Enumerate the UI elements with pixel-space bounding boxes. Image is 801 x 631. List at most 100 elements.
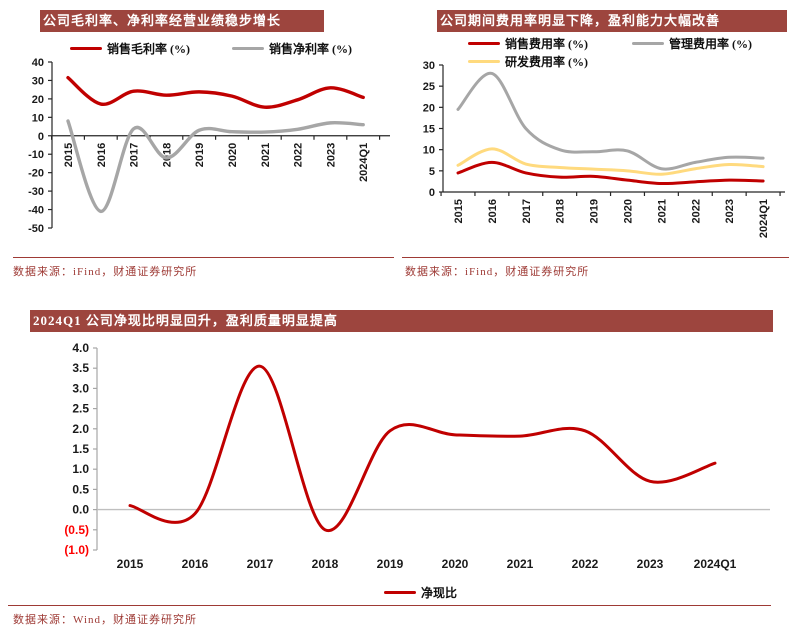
x-tick-label: 2022	[572, 557, 599, 571]
legend-label: 销售净利率 (%)	[269, 42, 352, 56]
x-tick-label: 2022	[293, 143, 305, 167]
y-tick-label: -10	[28, 149, 44, 161]
series-line-2	[456, 147, 765, 176]
legend-item-0: 销售毛利率 (%)	[70, 40, 190, 57]
source-divider	[8, 605, 771, 606]
x-tick-label: 2023	[637, 557, 664, 571]
y-tick-label: -20	[28, 168, 44, 180]
x-tick-label: 2016	[182, 557, 209, 571]
legend: 销售费用率 (%) 管理费用率 (%) 研发费用率 (%)	[468, 35, 752, 70]
x-tick-label: 2019	[377, 557, 404, 571]
x-tick-label: 2018	[161, 143, 173, 167]
legend: 销售毛利率 (%) 销售净利率 (%)	[70, 40, 352, 57]
x-tick-label: 2015	[63, 143, 75, 167]
x-tick-label: 2020	[623, 199, 635, 223]
legend-swatch-icon	[383, 591, 416, 594]
x-tick-label: 2020	[442, 557, 469, 571]
x-tick-label: 2020	[227, 143, 239, 167]
x-tick-label: 2024Q1	[758, 199, 770, 238]
x-tick-label: 2021	[656, 199, 668, 223]
y-tick-label: 2.0	[72, 422, 89, 436]
y-tick-label: (1.0)	[64, 543, 89, 557]
legend-item-1: 销售净利率 (%)	[232, 40, 352, 57]
series-line-0	[66, 75, 365, 109]
figure-title: 公司毛利率、净利率经营业绩稳步增长	[40, 10, 324, 32]
series-line-0	[128, 364, 717, 532]
y-tick-label: 20	[32, 94, 44, 106]
y-tick-label: -50	[28, 223, 44, 235]
y-tick-label: 15	[423, 124, 435, 136]
cash-ratio-line-chart: 4.0 3.5 3.0 2.5 2.0 1.5 1.0 0.5 0.0 (0.5) (1.0) 201…	[64, 341, 770, 571]
legend-item-1: 管理费用率 (%)	[632, 35, 752, 52]
y-tick-label: 10	[423, 145, 435, 157]
legend-item-0: 净现比	[383, 584, 457, 601]
data-source: 数据来源：iFind，财通证券研究所	[405, 266, 590, 278]
y-tick-label: 5	[429, 166, 435, 178]
legend-swatch-icon	[468, 60, 500, 63]
y-tick-label: 0	[38, 131, 44, 143]
legend-label: 研发费用率 (%)	[505, 55, 588, 69]
legend-swatch-icon	[632, 42, 664, 45]
y-tick-label: 20	[423, 102, 435, 114]
x-tick-label: 2019	[589, 199, 601, 223]
x-tick-label: 2021	[507, 557, 534, 571]
x-tick-label: 2015	[453, 199, 465, 223]
y-tick-label: 3.0	[72, 381, 89, 395]
x-tick-label: 2023	[724, 199, 736, 223]
data-source: 数据来源：iFind，财通证券研究所	[13, 266, 198, 278]
figure-cash-ratio: 2024Q1 公司净现比明显回升，盈利质量明显提高 4.0 3.5 3.0 2.5 2.…	[8, 308, 793, 628]
data-source: 数据来源：Wind，财通证券研究所	[13, 614, 197, 626]
x-tick-label: 2018	[312, 557, 339, 571]
series-line-1	[66, 119, 365, 214]
x-tick-label: 2023	[325, 143, 337, 167]
margin-line-chart: 40 30 20 10 0 -10 -20 -30 -40 -50 2015 2016 2017 2018…	[28, 57, 390, 235]
legend-label: 销售费用率 (%)	[505, 37, 588, 51]
x-tick-label: 2019	[194, 143, 206, 167]
legend: 净现比	[8, 584, 793, 601]
y-tick-label: 40	[32, 57, 44, 69]
legend-item-2: 研发费用率 (%)	[468, 53, 632, 70]
legend-item-0: 销售费用率 (%)	[468, 35, 632, 52]
y-tick-label: 0	[429, 187, 435, 199]
x-tick-label: 2016	[96, 143, 108, 167]
x-tick-label: 2015	[117, 557, 144, 571]
y-tick-label: 2.5	[72, 402, 89, 416]
y-tick-label: -40	[28, 205, 44, 217]
series-line-0	[456, 160, 765, 186]
y-tick-label: 3.5	[72, 361, 89, 375]
legend-label: 管理费用率 (%)	[669, 37, 752, 51]
source-divider	[13, 257, 394, 258]
x-tick-label: 2016	[487, 199, 499, 223]
y-tick-label: 0.5	[72, 482, 89, 496]
figure-margin-trends: 公司毛利率、净利率经营业绩稳步增长 销售毛利率 (%) 销售净利率 (%) 40 3…	[8, 8, 398, 300]
x-tick-label: 2017	[521, 199, 533, 223]
source-divider	[402, 257, 789, 258]
legend-label: 销售毛利率 (%)	[107, 42, 190, 56]
x-tick-label: 2024Q1	[358, 143, 370, 182]
x-tick-label: 2018	[555, 199, 567, 223]
x-tick-label: 2017	[247, 557, 274, 571]
legend-label: 净现比	[420, 586, 457, 600]
figure-title: 公司期间费用率明显下降，盈利能力大幅改善	[437, 10, 787, 32]
y-tick-label: 0.0	[72, 503, 89, 517]
legend-swatch-icon	[232, 47, 264, 50]
y-tick-label: 1.0	[72, 462, 89, 476]
y-tick-label: 1.5	[72, 442, 89, 456]
x-tick-label: 2017	[129, 143, 141, 167]
figure-title: 2024Q1 公司净现比明显回升，盈利质量明显提高	[30, 310, 773, 332]
figure-expense-ratios: 公司期间费用率明显下降，盈利能力大幅改善 销售费用率 (%) 管理费用率 (%) 研…	[400, 8, 795, 300]
x-tick-label: 2022	[690, 199, 702, 223]
y-tick-label: 25	[423, 81, 435, 93]
y-tick-label: 10	[32, 112, 44, 124]
y-tick-label: 30	[32, 75, 44, 87]
x-tick-label: 2024Q1	[694, 557, 737, 571]
legend-swatch-icon	[70, 47, 102, 50]
series-line-1	[456, 71, 765, 171]
legend-swatch-icon	[468, 42, 500, 45]
y-tick-label: -30	[28, 186, 44, 198]
x-tick-label: 2021	[260, 143, 272, 167]
y-tick-label: (0.5)	[64, 523, 89, 537]
y-tick-label: 4.0	[72, 341, 89, 355]
